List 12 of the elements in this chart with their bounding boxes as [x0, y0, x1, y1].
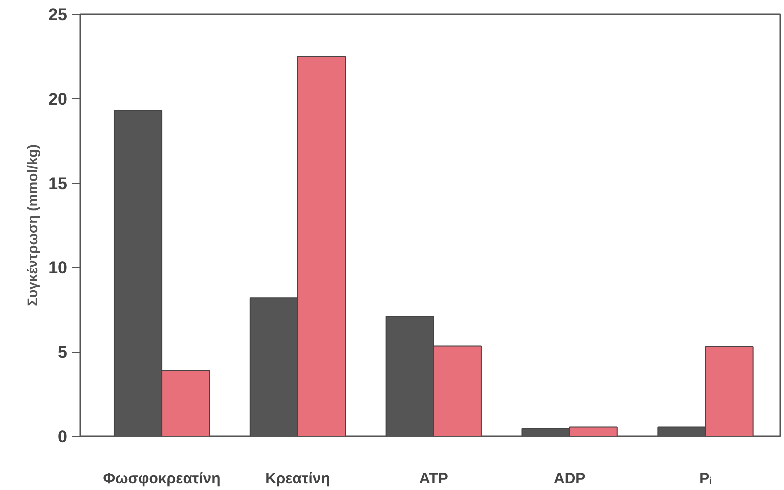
x-tick-label: ADP [554, 470, 586, 488]
x-tick-label: Pᵢ [700, 470, 712, 488]
x-tick-label: Κρεατίνη [266, 470, 330, 488]
y-tick-label: 25 [48, 6, 68, 24]
y-tick-label: 20 [48, 90, 68, 109]
x-tick-label: Φωσφοκρεατίνη [103, 470, 221, 488]
y-tick-label: 0 [58, 428, 68, 446]
y-tick-label: 5 [58, 343, 68, 362]
y-tick-label: 15 [48, 174, 68, 194]
y-tick-label: 10 [48, 258, 68, 278]
x-tick-label: ATP [419, 470, 448, 488]
y-axis-title: Συγκέντρωση (mmol/kg) [24, 144, 41, 306]
